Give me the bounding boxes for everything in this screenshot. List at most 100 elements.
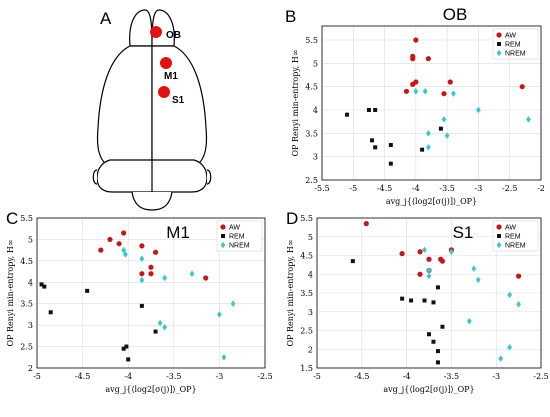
d-legend-label-nrem: NREM [505, 243, 526, 250]
d-point-rem [440, 324, 445, 329]
d-x-tick-label: -3.5 [444, 372, 459, 381]
m1-region-label: M1 [164, 71, 178, 82]
b-point-nrem [441, 116, 447, 123]
b-point-nrem [422, 88, 428, 95]
s1-electrode-dot [158, 86, 170, 98]
c-point-rem [124, 344, 129, 349]
d-point-nrem [507, 344, 513, 351]
d-y-tick-label: 1.5 [300, 364, 313, 373]
d-point-aw [426, 256, 432, 262]
b-y-tick-label: 5.5 [305, 36, 318, 45]
c-point-aw [203, 275, 209, 281]
c-y-tick-label: 3 [28, 321, 33, 330]
d-point-nrem [498, 355, 504, 362]
c-point-aw [148, 264, 154, 270]
c-point-nrem [230, 300, 236, 308]
d-y-tick-label: 5.5 [300, 214, 313, 223]
d-plot-frame [316, 217, 542, 369]
s1-region-label: S1 [172, 95, 185, 106]
b-x-tick-label: -4 [412, 184, 420, 193]
panel-d-letter: D [286, 209, 298, 228]
b-point-aw [447, 79, 453, 85]
c-x-tick-label: -5 [33, 372, 41, 381]
c-point-nrem [139, 276, 145, 284]
b-y-tick-label: 4 [313, 106, 318, 115]
panel-a-brain-schematic: A OB M1 S1 [92, 9, 212, 211]
ob-region-label: OB [166, 30, 181, 41]
d-point-rem [409, 298, 414, 303]
b-x-tick-label: -4.5 [377, 184, 392, 193]
c-point-aw [139, 243, 145, 249]
d-legend-label-rem: REM [505, 234, 521, 241]
b-point-nrem [413, 88, 419, 95]
b-point-rem [373, 145, 378, 150]
d-point-aw [417, 271, 423, 277]
d-legend-marker-rem [497, 234, 501, 238]
b-y-tick-label: 3 [313, 153, 318, 162]
c-y-axis-label: OP Renyi min-entropy, H∞ [6, 239, 15, 346]
brain-outline [92, 9, 212, 211]
c-legend-label-rem: REM [229, 234, 245, 241]
b-x-tick-label: -3 [475, 184, 483, 193]
c-point-rem [42, 284, 47, 289]
d-point-aw [363, 221, 369, 227]
c-point-nrem [157, 319, 163, 327]
ob-electrode-dot [150, 26, 162, 38]
chart-s1: -5 -4.5 -4 -3.5 -3 -2.5 1.5 2 2.5 3 3.5 4 4.5 5 5.5 avg… [286, 214, 549, 394]
c-legend-marker-rem [221, 234, 225, 238]
c-x-tick-label: -2.5 [257, 372, 272, 381]
c-legend-label-aw: AW [229, 225, 240, 232]
d-y-tick-label: 2 [308, 345, 313, 354]
d-y-tick-label: 4 [308, 270, 313, 279]
d-point-nrem [449, 248, 454, 256]
d-x-tick-label: -3 [492, 372, 500, 381]
c-plot-frame [36, 217, 266, 369]
c-point-nrem [217, 311, 222, 318]
d-x-tick-label: -2.5 [533, 372, 548, 381]
c-point-aw [121, 230, 127, 236]
c-y-tick-label: 3.5 [20, 300, 33, 309]
c-y-tick-label: 4.5 [20, 257, 33, 266]
c-y-tick-label: 5.5 [20, 214, 33, 223]
d-point-nrem [471, 265, 477, 272]
c-y-tick-label: 2 [28, 364, 33, 373]
b-point-rem [388, 143, 393, 147]
c-x-tick-label: -3 [216, 372, 224, 381]
d-y-tick-label: 2.5 [300, 327, 313, 336]
c-point-aw [107, 236, 113, 243]
b-legend-marker-nrem [496, 49, 502, 57]
b-point-nrem [444, 132, 450, 139]
b-point-rem [370, 138, 375, 143]
c-x-tick-label: -3.5 [166, 372, 181, 381]
b-x-tick-label: -5 [349, 184, 357, 193]
b-point-aw [519, 84, 525, 90]
d-x-tick-label: -4.5 [354, 372, 369, 381]
c-legend-label-nrem: NREM [229, 243, 250, 250]
d-point-aw [417, 249, 423, 255]
b-point-nrem [425, 130, 431, 137]
c-point-rem [39, 282, 44, 287]
b-legend-label-aw: AW [505, 33, 516, 40]
b-x-tick-label: -2.5 [502, 184, 517, 193]
b-point-nrem [526, 116, 531, 123]
c-point-rem [153, 329, 158, 334]
d-point-nrem [475, 276, 481, 284]
b-x-tick-label: -3.5 [439, 184, 454, 193]
d-point-rem [431, 339, 436, 344]
c-y-tick-label: 2.5 [20, 343, 33, 352]
c-legend-marker-aw [220, 224, 226, 230]
d-y-tick-label: 5 [308, 233, 313, 242]
b-point-nrem [451, 90, 456, 97]
c-point-aw [148, 271, 154, 277]
d-point-aw [439, 258, 446, 264]
b-legend-label-nrem: NREM [505, 51, 526, 58]
c-point-nrem [121, 246, 127, 254]
d-x-tick-label: -4 [403, 372, 411, 381]
b-point-rem [366, 108, 371, 112]
d-y-tick-label: 3.5 [300, 289, 313, 298]
panel-b-letter: B [285, 7, 296, 26]
d-x-axis-label: avg_j{⟨log2[σ(j)]⟩_OP} [383, 385, 474, 394]
b-point-aw [413, 37, 419, 43]
d-point-rem [427, 332, 431, 337]
